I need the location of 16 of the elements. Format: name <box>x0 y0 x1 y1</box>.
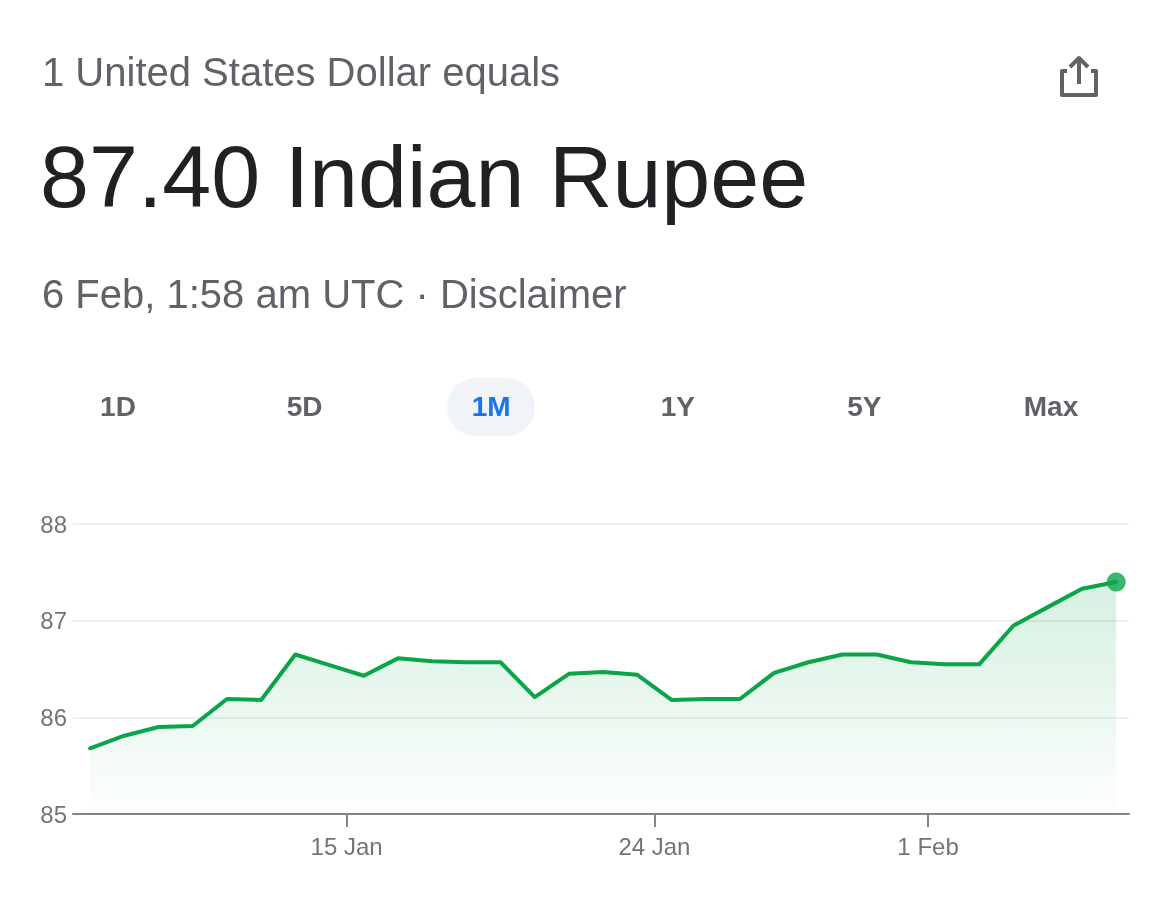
text: Max <box>1023 391 1079 422</box>
text: 6 Feb, 1:58 am UTC · Disclaimer <box>42 271 627 318</box>
chart-title: 87.40 Indian Rupee <box>40 127 809 227</box>
x-tick-label: 15 Jan <box>310 832 383 860</box>
y-tick-label: 87 <box>40 607 67 635</box>
chart-subtitle: 1 United States Dollar equals <box>42 49 561 96</box>
text: 5Y <box>847 391 882 422</box>
text: 1D <box>100 391 136 422</box>
y-tick-label: 88 <box>40 510 67 538</box>
text: 5D <box>286 391 323 422</box>
y-tick-label: 85 <box>40 800 67 828</box>
x-tick-label: 24 Jan <box>618 832 691 860</box>
y-tick-label: 86 <box>40 703 67 731</box>
x-tick-label: 1 Feb <box>897 832 959 860</box>
text: 1Y <box>660 391 695 422</box>
text: 1M <box>471 391 511 422</box>
